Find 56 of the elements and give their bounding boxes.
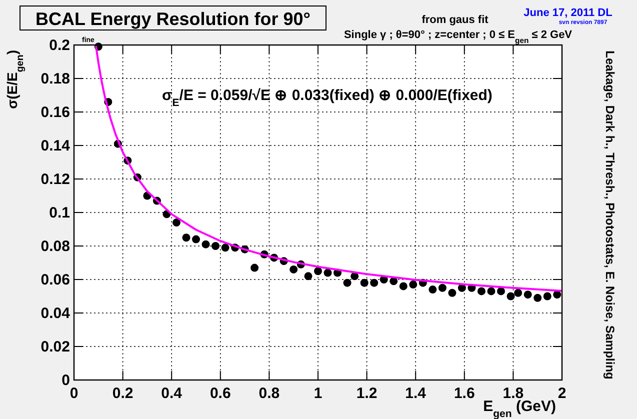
point bbox=[172, 218, 180, 227]
point bbox=[390, 277, 398, 286]
point bbox=[314, 267, 322, 276]
point bbox=[202, 240, 210, 248]
x-tick-label: 0.2 bbox=[112, 385, 134, 402]
point bbox=[304, 272, 312, 280]
text: from gaus fit bbox=[422, 14, 489, 26]
y-tick-label: 0.14 bbox=[40, 138, 71, 154]
point bbox=[343, 278, 352, 287]
x-tick-label: 1.6 bbox=[454, 385, 475, 402]
y-tick-label: 0.04 bbox=[40, 305, 71, 322]
x-tick-label: 2 bbox=[558, 385, 566, 402]
point bbox=[250, 264, 259, 272]
point bbox=[524, 290, 532, 299]
x-axis-title: E$_{gen}$ (GeV) bbox=[483, 398, 556, 419]
y-tick-label: 0.1 bbox=[49, 204, 70, 222]
point bbox=[506, 292, 515, 300]
point bbox=[360, 278, 368, 287]
point bbox=[534, 294, 542, 302]
x-tick-label: 1 bbox=[314, 385, 322, 402]
point bbox=[290, 265, 298, 274]
y-tick-label: 0.16 bbox=[40, 104, 70, 121]
x-tick-label: 1.2 bbox=[356, 385, 378, 402]
point bbox=[324, 268, 332, 277]
point bbox=[448, 288, 456, 297]
text: Leakage, Dark h., Thresh., Photostats, E. Noise, Sampling bbox=[603, 50, 617, 380]
y-tick-label: 0.08 bbox=[40, 238, 70, 255]
point bbox=[409, 280, 418, 289]
point bbox=[514, 288, 522, 297]
point bbox=[543, 292, 552, 300]
point bbox=[487, 287, 496, 296]
y-tick-label: 0.02 bbox=[40, 338, 70, 356]
text: June 17, 2011 DL bbox=[524, 7, 613, 19]
point bbox=[221, 244, 230, 252]
point bbox=[477, 287, 486, 296]
x-tick-label: 0.4 bbox=[161, 385, 183, 402]
y-tick-label: 0.12 bbox=[40, 171, 70, 188]
x-tick-label: 0.8 bbox=[258, 385, 280, 402]
point bbox=[192, 235, 200, 244]
point bbox=[399, 282, 408, 290]
y-tick-label: 0.18 bbox=[40, 70, 70, 88]
point bbox=[553, 290, 562, 299]
y-tick-label: 0.06 bbox=[40, 272, 70, 288]
y-tick-label: 0.2 bbox=[49, 37, 70, 54]
point bbox=[370, 278, 378, 287]
x-tick-label: 0.6 bbox=[210, 385, 231, 402]
x-tick-label: 1.4 bbox=[405, 385, 427, 402]
annotation: σ$_{E}$/E = 0.059/√E ⊕ 0.033(fixed) ⊕ 0.000/E(fixed) bbox=[162, 87, 492, 109]
point bbox=[438, 284, 446, 292]
text: Single γ ; θ=90° ; z=center ; 0 ≤ E$_{gen}$ ≤ 2 GeV bbox=[344, 29, 573, 44]
chart-title: BCAL Energy Resolution for 90° bbox=[36, 9, 310, 29]
point bbox=[182, 234, 190, 242]
y-tick-label: 0 bbox=[62, 372, 70, 389]
point bbox=[497, 287, 505, 296]
point bbox=[428, 286, 437, 294]
point bbox=[212, 242, 220, 250]
